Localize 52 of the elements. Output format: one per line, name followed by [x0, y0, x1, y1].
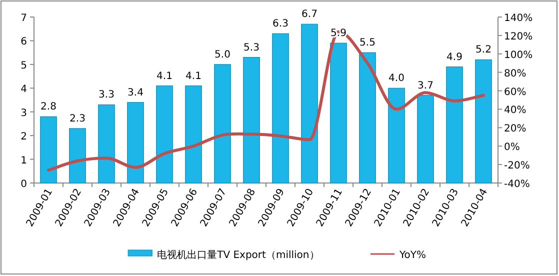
data-label: 4.1 [186, 70, 202, 82]
y2-tick-label: 60% [504, 86, 526, 98]
data-label: 3.4 [128, 87, 144, 98]
bar [388, 88, 405, 184]
y2-tick-label: 80% [504, 68, 526, 80]
bar [40, 116, 57, 184]
data-label: 5.9 [330, 28, 346, 40]
data-label: 2.3 [70, 113, 86, 124]
y2-tick-label: 120% [504, 31, 533, 42]
y2-tick-label: 20% [504, 124, 526, 135]
y-tick-label: 3 [20, 108, 27, 119]
y-tick-label: 0 [20, 179, 27, 190]
data-label: 4.9 [446, 52, 462, 63]
y2-tick-label: 100% [504, 50, 533, 61]
bar [185, 85, 202, 184]
legend-label: 电视机出口量TV Export（million） [157, 249, 320, 261]
bar [359, 52, 376, 184]
y2-tick-label: -40% [504, 179, 530, 190]
bar [446, 66, 463, 184]
bar [156, 85, 173, 184]
bar [272, 33, 289, 184]
bar [417, 94, 434, 184]
bar [214, 64, 231, 184]
y2-tick-label: 0% [504, 142, 520, 154]
data-label: 3.3 [98, 90, 114, 101]
data-label: 3.7 [418, 80, 434, 92]
bar [243, 57, 260, 184]
bar [69, 128, 86, 184]
data-label: 5.0 [214, 49, 230, 60]
y2-tick-label: 140% [504, 13, 533, 24]
bar [98, 104, 115, 184]
data-label: 5.5 [360, 38, 376, 49]
data-label: 4.0 [388, 73, 404, 84]
y-tick-label: 4 [20, 84, 27, 96]
legend-label: YoY% [398, 250, 426, 261]
y-tick-label: 2 [20, 132, 27, 143]
bar [330, 42, 347, 184]
y2-tick-label: -20% [504, 160, 530, 172]
data-label: 5.3 [244, 42, 260, 54]
data-label: 6.3 [272, 18, 288, 30]
data-label: 5.2 [476, 44, 492, 56]
y-tick-label: 6 [20, 36, 27, 48]
y-tick-label: 5 [20, 60, 27, 72]
data-label: 4.1 [156, 70, 172, 82]
y-tick-label: 7 [20, 13, 27, 24]
y-tick-label: 1 [20, 155, 27, 166]
y2-tick-label: 40% [504, 105, 526, 116]
bar [475, 59, 492, 184]
data-label: 6.7 [302, 9, 318, 20]
bar [127, 102, 144, 184]
bar [301, 24, 318, 184]
data-label: 2.8 [40, 102, 56, 113]
